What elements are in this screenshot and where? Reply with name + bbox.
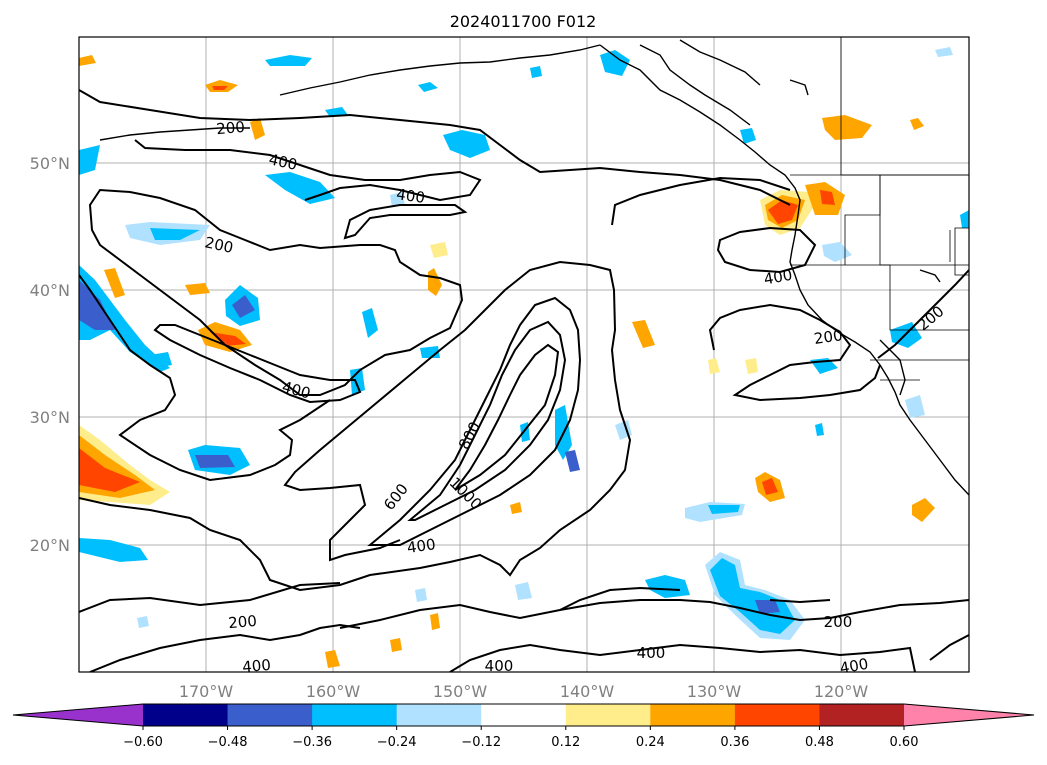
- colorbar-tick-label: 0.60: [890, 735, 919, 750]
- contour-label: 400: [485, 657, 514, 675]
- colorbar-segment: [819, 704, 905, 726]
- colorbar-segment: [227, 704, 313, 726]
- colorbar-tick-label: −0.24: [377, 735, 417, 750]
- colorbar-segment: [143, 704, 229, 726]
- lon-label: 160°W: [306, 682, 361, 701]
- contour-label: 400: [762, 266, 793, 289]
- colorbar-tick-label: −0.60: [123, 735, 163, 750]
- map-frame: [78, 36, 970, 673]
- contour-label: 400: [242, 656, 272, 676]
- lat-label: 30°N: [30, 408, 70, 427]
- contour-label: 200: [824, 613, 853, 631]
- map-area: [79, 37, 969, 672]
- contour-label: 400: [267, 150, 299, 174]
- lon-label: 170°W: [179, 682, 234, 701]
- contour-label: 400: [637, 644, 666, 662]
- coastlines: [99, 39, 969, 496]
- colorbar: −0.60 −0.48 −0.36 −0.24 −0.12 0.12 0.24 0.36 0.4…: [12, 703, 1035, 750]
- colorbar-tick-label: −0.36: [292, 735, 332, 750]
- lon-label: 150°W: [433, 682, 488, 701]
- contour-label: 400: [838, 655, 869, 678]
- colorbar-segment: [734, 704, 820, 726]
- colorbar-segment: [481, 704, 567, 726]
- colorbar-extend-high: [904, 704, 1034, 726]
- colorbar-segment: [396, 704, 482, 726]
- lat-label: 40°N: [30, 281, 70, 300]
- longitude-labels: 170°W 160°W 150°W 140°W 130°W 120°W: [179, 682, 869, 701]
- colorbar-tick-label: −0.12: [461, 735, 501, 750]
- contour-label: 200: [813, 326, 844, 348]
- colorbar-tick-label: 0.36: [720, 735, 749, 750]
- contour-label: 400: [395, 185, 426, 207]
- shaded-anomalies: [79, 47, 969, 668]
- latitude-labels: 50°N 40°N 30°N 20°N: [30, 154, 70, 555]
- colorbar-tick-label: 0.12: [551, 735, 580, 750]
- contour-label: 200: [216, 118, 246, 138]
- colorbar-tick-label: 0.48: [805, 735, 834, 750]
- colorbar-segment: [565, 704, 651, 726]
- colorbar-extend-low: [13, 704, 143, 726]
- map-title: 2024011700 F012: [450, 12, 597, 31]
- political-borders: [790, 37, 969, 381]
- lat-label: 50°N: [30, 154, 70, 173]
- lon-label: 140°W: [560, 682, 615, 701]
- contour-label: 200: [228, 612, 258, 632]
- colorbar-segment: [312, 704, 398, 726]
- colorbar-tick-label: −0.48: [208, 735, 248, 750]
- colorbar-segment: [650, 704, 736, 726]
- contour-label: 200: [203, 233, 235, 257]
- lon-label: 120°W: [814, 682, 869, 701]
- lon-label: 130°W: [687, 682, 742, 701]
- lat-label: 20°N: [30, 536, 70, 555]
- contour-label: 400: [406, 535, 437, 557]
- colorbar-tick-label: 0.24: [636, 735, 665, 750]
- contour-lines: [79, 89, 969, 672]
